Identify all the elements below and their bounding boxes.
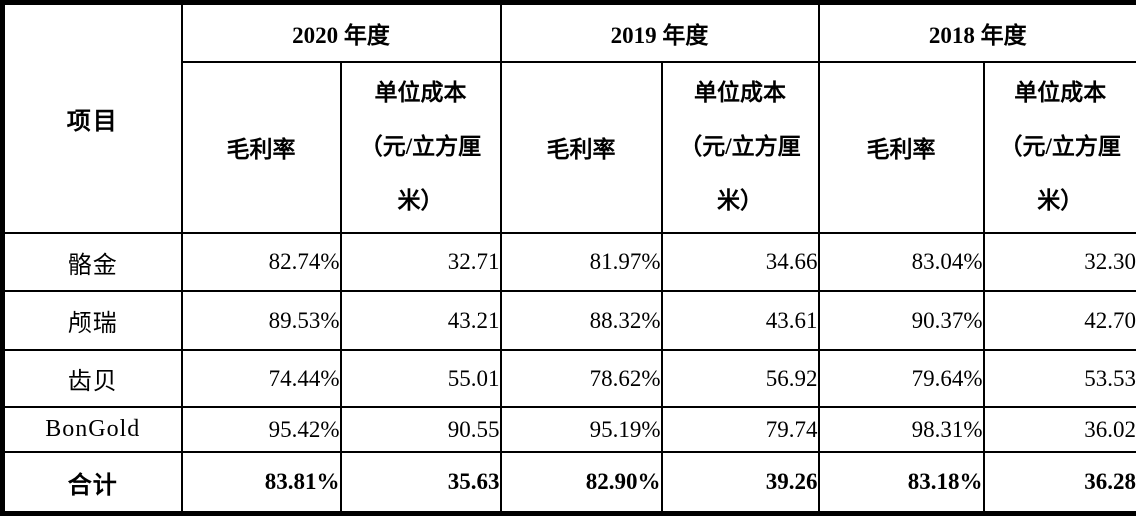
unit-cost-line1: 单位成本 — [374, 80, 467, 106]
row-label: 齿贝 — [1, 349, 183, 409]
cell-gross-margin-2020: 89.53% — [180, 290, 342, 352]
header-row-years: 项目 2020 年度 2019 年度 2018 年度 — [1, 1, 1136, 234]
gross-margin-header-2019: 毛利率 — [499, 60, 663, 235]
cell-unit-cost-2020: 43.21 — [339, 290, 502, 352]
total-gross-margin-2018: 83.18% — [817, 451, 985, 515]
cell-gross-margin-2018: 83.04% — [817, 231, 985, 293]
unit-cost-line2: （元/立方厘 — [679, 134, 801, 160]
row-label: 骼金 — [1, 231, 183, 293]
cell-gross-margin-2019: 78.62% — [499, 349, 663, 409]
unit-cost-line2: （元/立方厘 — [359, 134, 482, 160]
cell-gross-margin-2019: 81.97% — [499, 231, 663, 293]
gross-margin-header-2018: 毛利率 — [817, 60, 985, 235]
cell-unit-cost-2019: 56.92 — [660, 349, 820, 409]
unit-cost-line3: 米） — [397, 188, 444, 214]
cell-unit-cost-2020: 32.71 — [339, 231, 502, 293]
unit-cost-header-2020: 单位成本 （元/立方厘 米） — [339, 60, 502, 235]
table-row: 齿贝 74.44% 55.01 78.62% 56.92 79.64% 53.5… — [1, 349, 1136, 409]
cell-gross-margin-2018: 98.31% — [817, 406, 985, 454]
unit-cost-header-2019: 单位成本 （元/立方厘 米） — [660, 60, 820, 235]
cell-gross-margin-2020: 82.74% — [180, 231, 342, 293]
cell-gross-margin-2018: 79.64% — [817, 349, 985, 409]
cell-gross-margin-2018: 90.37% — [817, 290, 985, 352]
cell-unit-cost-2019: 79.74 — [660, 406, 820, 454]
cell-gross-margin-2019: 95.19% — [499, 406, 663, 454]
header-row-metrics: 毛利率 单位成本 （元/立方厘 米） 毛利率 单位成本 （元/立方厘 米） 毛利… — [3, 60, 1136, 235]
cell-unit-cost-2018: 42.70 — [982, 290, 1136, 352]
cell-unit-cost-2020: 90.55 — [339, 406, 502, 454]
total-row: 合计 83.81% 35.63 82.90% 39.26 83.18% 36.2… — [1, 451, 1136, 515]
total-gross-margin-2020: 83.81% — [180, 451, 342, 515]
cell-unit-cost-2019: 43.61 — [660, 290, 820, 352]
table-row: 骼金 82.74% 32.71 81.97% 34.66 83.04% 32.3… — [1, 231, 1136, 293]
unit-cost-line1: 单位成本 — [1014, 80, 1107, 106]
total-unit-cost-2020: 35.63 — [339, 451, 502, 515]
cell-gross-margin-2020: 74.44% — [180, 349, 342, 409]
row-label: 颅瑞 — [1, 290, 183, 352]
unit-cost-line3: 米） — [717, 188, 763, 214]
unit-cost-line1: 单位成本 — [694, 80, 786, 106]
unit-cost-line3: 米） — [1037, 188, 1084, 214]
row-label: BonGold — [1, 406, 183, 454]
total-unit-cost-2019: 39.26 — [660, 451, 820, 515]
cell-unit-cost-2020: 55.01 — [339, 349, 502, 409]
unit-cost-header-2018: 单位成本 （元/立方厘 米） — [982, 60, 1136, 235]
cell-unit-cost-2019: 34.66 — [660, 231, 820, 293]
table-row: BonGold 95.42% 90.55 95.19% 79.74 98.31%… — [1, 406, 1136, 454]
cell-unit-cost-2018: 36.02 — [982, 406, 1136, 454]
cell-unit-cost-2018: 32.30 — [982, 231, 1136, 293]
cell-gross-margin-2019: 88.32% — [499, 290, 663, 352]
year-header-2019: 2019 年度 — [499, 1, 820, 63]
year-header-2018: 2018 年度 — [817, 1, 1136, 63]
gross-margin-header-2020: 毛利率 — [180, 60, 342, 235]
unit-cost-line2: （元/立方厘 — [999, 134, 1121, 160]
cell-unit-cost-2018: 53.53 — [982, 349, 1136, 409]
cell-gross-margin-2020: 95.42% — [180, 406, 342, 454]
total-gross-margin-2019: 82.90% — [499, 451, 663, 515]
corner-header-item: 项目 — [1, 1, 183, 234]
year-header-2020: 2020 年度 — [180, 1, 502, 63]
table-row: 颅瑞 89.53% 43.21 88.32% 43.61 90.37% 42.7… — [1, 290, 1136, 352]
total-row-label: 合计 — [1, 451, 183, 515]
total-unit-cost-2018: 36.28 — [982, 451, 1136, 515]
